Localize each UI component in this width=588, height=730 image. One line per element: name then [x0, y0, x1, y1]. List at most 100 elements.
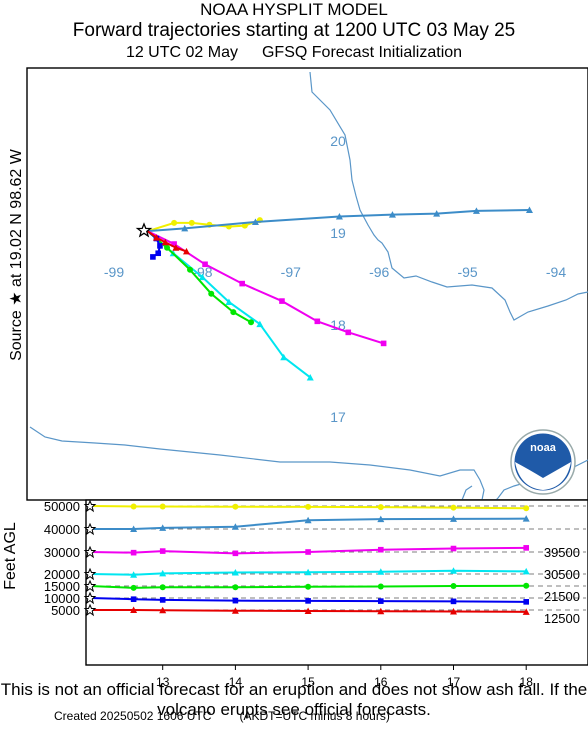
altitude-tick-label: 20000 — [44, 567, 80, 582]
altitude-tick-label: 40000 — [44, 522, 80, 537]
altitude-start-star — [83, 567, 97, 581]
longitude-label: -98 — [192, 264, 212, 280]
trajectory-point — [256, 320, 264, 328]
altitude-point — [130, 596, 137, 602]
altitude-point — [305, 583, 312, 590]
map-panel: -99 -98 -97 -96 -95 -94 20 19 18 17 noaa — [26, 67, 588, 501]
altitude-point — [377, 515, 385, 523]
timezone-note: (AKDT=UTC minus 8 hours) — [239, 709, 390, 723]
altitude-point — [523, 505, 530, 512]
trajectory-point — [188, 219, 195, 226]
trajectory-point — [172, 244, 180, 251]
altitude-point — [159, 569, 167, 577]
altitude-tick-label: 15000 — [44, 579, 80, 594]
altitude-point — [304, 568, 312, 576]
trajectory-point — [171, 219, 178, 226]
footer: Created 20250502 1606 UTC (AKDT=UTC minus… — [54, 709, 418, 723]
altitude-blue — [89, 596, 529, 605]
altitude-point — [305, 503, 312, 510]
trajectory-point — [164, 244, 171, 251]
trajectory-point — [388, 211, 396, 218]
trajectory-magenta — [147, 230, 387, 347]
altitude-point — [450, 583, 457, 589]
altitude-start-star — [83, 499, 97, 513]
altitude-point — [304, 516, 312, 524]
trajectory-point — [279, 298, 285, 304]
altitude-point — [450, 515, 457, 522]
created-timestamp: Created 20250502 1606 UTC — [54, 709, 212, 723]
altitude-point — [130, 503, 137, 510]
trajectory-point — [380, 340, 387, 347]
altitude-point — [159, 524, 167, 531]
altitude-point — [450, 504, 457, 511]
latitude-label: 18 — [330, 317, 346, 333]
altitude-point — [231, 523, 239, 530]
altitude-start-star — [83, 545, 97, 559]
altitude-start-star — [83, 603, 97, 617]
source-star-icon — [135, 222, 153, 238]
trajectory-red — [147, 230, 190, 255]
trajectory-point — [155, 250, 161, 257]
time-tick-label: 16 — [374, 675, 388, 689]
altitude-tick-label: 10000 — [44, 591, 80, 606]
altitude-point — [377, 504, 384, 511]
altitude-right-label: 39500 — [544, 545, 580, 560]
altitude-point — [450, 598, 457, 605]
trajectory-point — [314, 318, 321, 325]
altitude-green — [89, 582, 530, 591]
altitude-point — [377, 607, 385, 615]
altitude-point — [130, 571, 138, 578]
trajectory-point — [181, 224, 189, 232]
latitude-label: 17 — [330, 409, 346, 425]
altitude-point — [305, 598, 311, 604]
disclaimer-text: This is not an official forecast for an … — [0, 680, 588, 719]
altitude-right-label: 12500 — [544, 611, 580, 626]
altitude-line — [89, 597, 527, 603]
trajectory-line — [147, 230, 384, 345]
altitude-start-star — [83, 522, 97, 536]
altitude-point — [232, 503, 239, 510]
trajectory-point — [157, 243, 163, 249]
altitude-start-star — [83, 591, 97, 605]
altitude-point — [523, 599, 529, 605]
trajectory-title: Forward trajectories starting at 1200 UT… — [72, 20, 516, 41]
longitude-label: -99 — [104, 264, 124, 280]
altitude-magenta — [89, 545, 529, 557]
altitude-lines — [89, 503, 530, 615]
trajectory-line — [147, 209, 530, 233]
trajectory-point — [280, 353, 288, 361]
altitude-point — [305, 549, 311, 555]
altitude-start-star — [83, 579, 97, 593]
altitude-point — [159, 597, 166, 603]
longitude-label: -97 — [281, 264, 301, 280]
altitude-point — [522, 515, 530, 522]
trajectory-point — [239, 280, 245, 287]
altitude-point — [130, 549, 137, 556]
init-time: 12 UTC 02 May — [125, 44, 238, 61]
altitude-point — [522, 608, 530, 615]
time-tick-label: 13 — [156, 675, 170, 689]
trajectory-point — [182, 247, 190, 255]
altitude-point — [450, 607, 457, 615]
altitude-cyan — [89, 567, 530, 578]
time-tick-label: 15 — [301, 675, 315, 689]
trajectory-point — [225, 298, 233, 305]
altitude-point — [522, 567, 530, 575]
noaa-logo: noaa — [510, 429, 576, 495]
longitude-label: -96 — [369, 264, 389, 280]
initialization-subtitle: 12 UTC 02 May GFSQ Forecast Initializatio… — [0, 43, 588, 63]
trajectory-point — [198, 273, 206, 281]
altitude-point — [378, 598, 384, 604]
altitude-right-label: 30500 — [544, 567, 580, 582]
time-tick-label: 17 — [447, 675, 461, 689]
altitude-point — [377, 583, 384, 590]
trajectory-steelblue — [147, 206, 533, 233]
altitude-point — [304, 607, 312, 614]
altitude-line — [89, 569, 527, 576]
altitude-line — [90, 609, 527, 613]
trajectory-point — [525, 206, 533, 213]
altitude-red — [90, 606, 530, 615]
